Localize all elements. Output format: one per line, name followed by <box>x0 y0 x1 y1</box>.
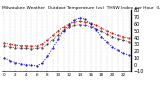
Text: Milwaukee Weather  Outdoor Temperature (vs)  THSW Index per Hour  (Last 24 Hours: Milwaukee Weather Outdoor Temperature (v… <box>2 6 160 10</box>
